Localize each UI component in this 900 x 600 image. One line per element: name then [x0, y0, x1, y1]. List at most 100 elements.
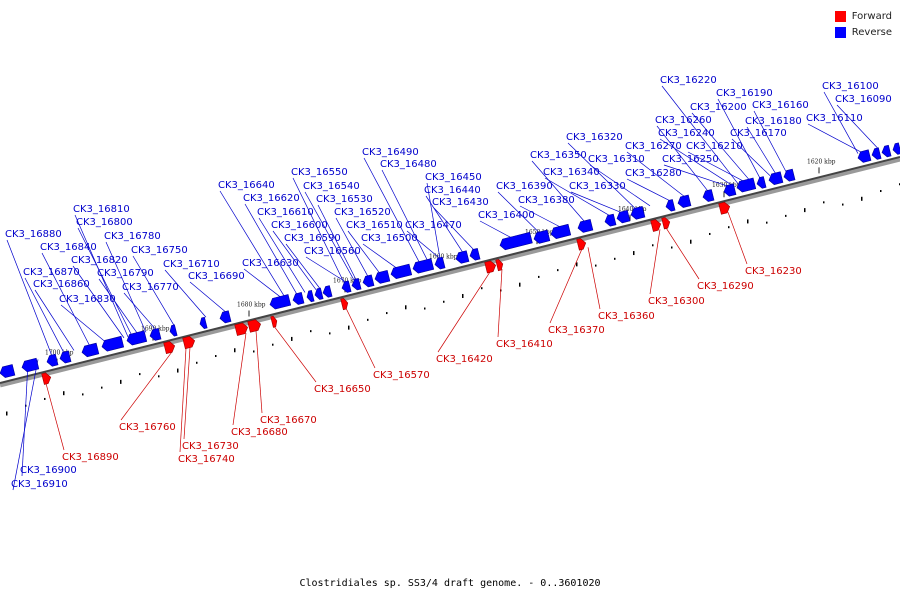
reverse-gene-shape: [101, 335, 125, 352]
reverse-gene: [374, 269, 391, 284]
forward-gene-shape: [661, 217, 671, 230]
legend: Forward Reverse: [834, 8, 892, 40]
forward-gene: [495, 259, 504, 272]
reverse-gene-shape: [469, 247, 481, 261]
minor-mark: [823, 201, 825, 204]
minor-mark: [177, 368, 179, 373]
reverse-gene: [533, 229, 551, 244]
reverse-gene-label: CK3_16200: [690, 102, 747, 113]
leader-line: [807, 123, 863, 153]
reverse-gene-label: CK3_16480: [380, 159, 437, 170]
reverse-gene: [314, 287, 324, 300]
leader-line: [437, 271, 491, 353]
reverse-gene-shape: [533, 229, 551, 244]
forward-gene-label: CK3_16300: [648, 296, 705, 307]
reverse-gene: [169, 324, 178, 337]
forward-gene: [270, 315, 278, 328]
leader-line: [731, 138, 771, 176]
forward-gene-label: CK3_16370: [548, 325, 605, 336]
forward-gene-label: CK3_16410: [496, 339, 553, 350]
reverse-gene-label: CK3_16640: [218, 180, 275, 191]
leader-line: [304, 191, 355, 281]
leader-line: [497, 191, 541, 234]
reverse-gene-label: CK3_16800: [76, 217, 133, 228]
minor-mark: [576, 262, 578, 267]
leader-line: [74, 214, 129, 337]
reverse-gene: [306, 289, 315, 303]
reverse-gene: [630, 206, 646, 220]
leader-line: [123, 292, 157, 331]
reverse-gene-label: CK3_16600: [271, 220, 328, 231]
leader-line: [531, 160, 586, 223]
leader-line: [823, 91, 859, 154]
reverse-gene-label: CK3_16710: [163, 259, 220, 270]
forward-gene-label: CK3_16650: [314, 384, 371, 395]
leader-line: [746, 126, 777, 175]
reverse-gene-label: CK3_16750: [131, 245, 188, 256]
minor-mark: [329, 332, 331, 335]
genome-backbone: [0, 156, 900, 388]
reverse-gene-shape: [871, 147, 882, 160]
leader-line: [305, 256, 347, 283]
leader-line: [717, 98, 761, 179]
leader-line: [649, 229, 661, 295]
forward-swatch: [834, 10, 846, 22]
leader-line: [189, 281, 227, 313]
leader-line: [232, 333, 247, 426]
leader-line: [105, 241, 147, 333]
reverse-gene-shape: [46, 353, 59, 367]
reverse-gene: [604, 213, 617, 227]
minor-mark: [253, 350, 255, 353]
forward-gene-label: CK3_16230: [745, 266, 802, 277]
reverse-gene-shape: [292, 292, 305, 305]
reverse-gene-label: CK3_16780: [104, 231, 161, 242]
minor-mark: [709, 232, 711, 235]
forward-gene-label: CK3_16290: [697, 281, 754, 292]
reverse-gene-label: CK3_16090: [835, 94, 892, 105]
forward-gene-shape: [182, 336, 196, 350]
reverse-gene-label: CK3_16170: [730, 128, 787, 139]
forward-gene-label: CK3_16890: [62, 452, 119, 463]
reverse-gene-shape: [390, 263, 413, 279]
minor-mark: [519, 282, 521, 287]
reverse-gene-shape: [81, 342, 100, 358]
legend-reverse: Reverse: [834, 24, 892, 40]
forward-gene-shape: [495, 259, 504, 272]
reverse-gene-label: CK3_16210: [686, 141, 743, 152]
minor-mark: [348, 325, 350, 330]
tick-label: 1620 kbp: [807, 158, 836, 165]
leader-line: [272, 230, 317, 290]
minor-mark: [538, 275, 540, 278]
leader-line: [406, 230, 441, 259]
leader-line: [519, 205, 563, 229]
minor-mark: [63, 391, 65, 396]
minor-mark: [234, 348, 236, 353]
leader-line: [433, 207, 475, 251]
leader-line: [244, 203, 298, 295]
leader-line: [317, 204, 357, 280]
forward-gene-label: CK3_16680: [231, 427, 288, 438]
forward-gene: [163, 341, 176, 355]
minor-mark: [139, 373, 141, 376]
minor-mark: [462, 293, 464, 298]
reverse-gene-label: CK3_16690: [188, 271, 245, 282]
gene-labels: CK3_16100CK3_16090CK3_16110CK3_16160CK3_…: [5, 75, 892, 490]
reverse-gene-label: CK3_16390: [496, 181, 553, 192]
leader-line: [273, 325, 317, 383]
minor-mark: [785, 214, 787, 217]
minor-mark: [481, 287, 483, 290]
leader-line: [45, 383, 65, 451]
leader-line: [41, 252, 91, 347]
leader-line: [567, 142, 637, 210]
forward-gene-shape: [41, 372, 52, 385]
leader-line: [544, 177, 611, 217]
reverse-gene-label: CK3_16530: [316, 194, 373, 205]
reverse-gene: [199, 316, 208, 329]
leader-line: [292, 177, 345, 283]
leader-line: [426, 182, 441, 259]
tick-label: 1660 kbp: [429, 253, 458, 260]
leader-line: [77, 227, 133, 337]
forward-gene-shape: [247, 319, 261, 333]
reverse-gene-label: CK3_16910: [11, 479, 68, 490]
